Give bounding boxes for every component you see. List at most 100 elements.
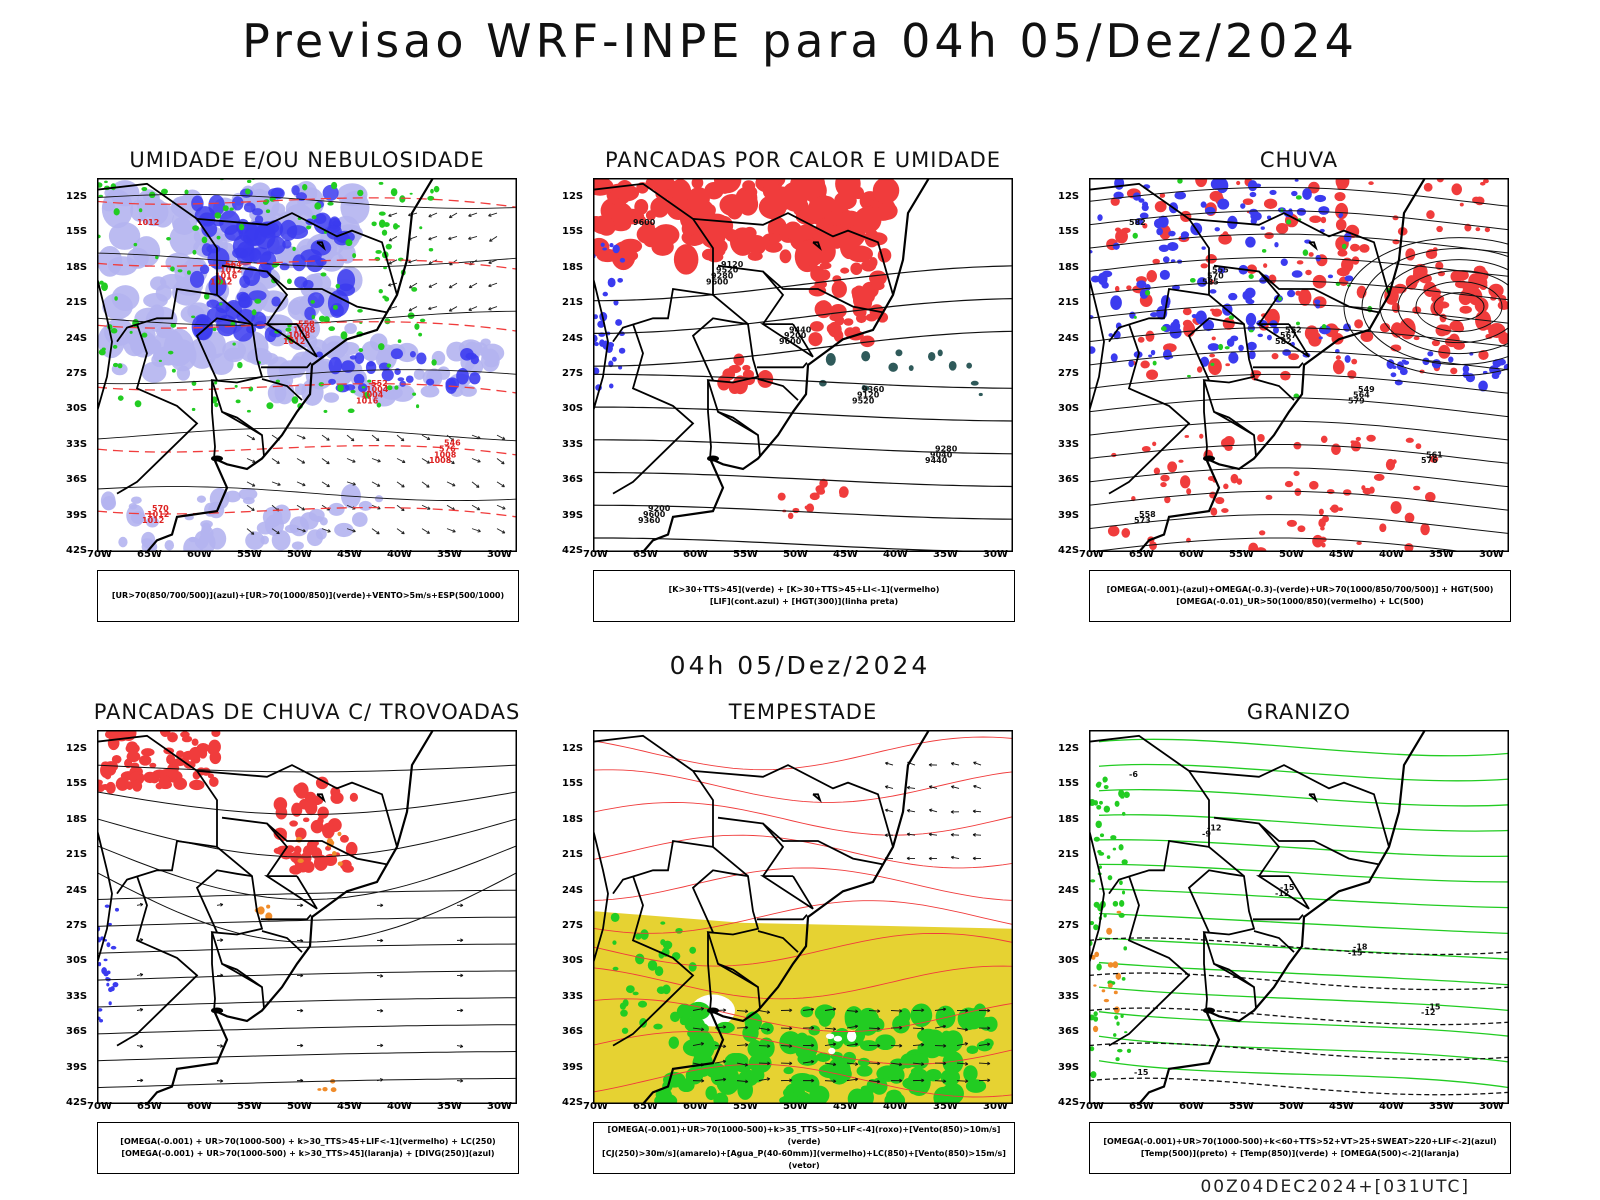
omega-area [1249, 191, 1257, 198]
humidity-upper-area [238, 292, 251, 309]
omega-area [1228, 292, 1238, 301]
political-border [762, 270, 884, 314]
lifted-index-contour [612, 244, 620, 254]
omega-rh-area [1182, 307, 1192, 316]
omega-rh-area [1334, 191, 1346, 202]
wind-850-area [654, 966, 664, 977]
thunderstorm-area [143, 771, 157, 784]
wind-vector [448, 282, 458, 289]
temperature-850-detail [1126, 1048, 1132, 1053]
omega-area [1144, 284, 1151, 291]
wind-850-area [670, 1011, 681, 1023]
omega-rh-area [1332, 359, 1345, 375]
humidity-upper-area [291, 185, 300, 196]
wind-850-vector [758, 1027, 771, 1032]
political-border [1253, 914, 1304, 921]
latitude-tick-label: 33S [562, 990, 584, 1002]
wind-vector [471, 481, 480, 488]
omega-rh-area [1424, 491, 1436, 503]
instability-area [808, 332, 823, 347]
omega-rh-area [1337, 249, 1348, 257]
latitude-tick-label: 30S [66, 403, 88, 415]
wind-850-vector [972, 856, 982, 861]
wind-850-vector [692, 1042, 705, 1047]
wind-vector [387, 282, 398, 287]
wind-850-vector [950, 833, 960, 837]
temperature-850-contour [1098, 839, 1509, 858]
political-border [196, 764, 398, 848]
political-border [1187, 869, 1245, 933]
wind-850-vector [912, 1078, 925, 1083]
instability-area [834, 315, 845, 326]
omega-area [1159, 269, 1170, 280]
latitude-tick-label: 24S [66, 884, 88, 896]
low-level-humidity [310, 299, 315, 304]
streamline-arrow [296, 938, 304, 943]
omega-rh-area [1335, 218, 1347, 231]
low-level-humidity [263, 199, 270, 204]
omega-strong-area [1286, 219, 1292, 225]
coastline [642, 178, 945, 552]
omega-area [1273, 326, 1279, 334]
wind-850-vector [934, 1079, 947, 1083]
thunderstorm-area [310, 840, 320, 846]
forecast-time-label: 04h 05/Dez/2024 [669, 651, 931, 680]
wind-850-area [689, 946, 697, 954]
streamline-850 [593, 1031, 1013, 1065]
humidity-band-core [409, 351, 416, 358]
wind-vector [488, 282, 498, 288]
omega-strong-area [1341, 243, 1347, 250]
omega-rh-area [1355, 245, 1361, 251]
streamline-250 [97, 970, 517, 981]
omega-500-area [1113, 990, 1118, 995]
instability-area [850, 262, 863, 276]
humidity-band-core [381, 368, 394, 382]
temperature-850-detail [1099, 833, 1105, 838]
low-level-humidity [378, 211, 386, 216]
longitude-tick-label: 35W [1429, 549, 1454, 560]
omega-area [1170, 321, 1181, 332]
omega-rh-area [1483, 178, 1489, 184]
temperature-850-detail [1098, 865, 1102, 869]
omega-area [1090, 275, 1101, 283]
omega-rh-area [1312, 534, 1324, 548]
thunderstorm-area [166, 754, 176, 765]
temperature-850-detail [1121, 811, 1126, 816]
omega-area [1195, 310, 1207, 325]
longitude-tick-label: 45W [1329, 549, 1354, 560]
latitude-tick-label: 33S [66, 438, 88, 450]
geopotential-height-300 [593, 471, 1013, 488]
wind-850-vector [973, 784, 982, 789]
longitude-tick-label: 30W [1479, 549, 1504, 560]
temperature-850-detail [1095, 782, 1102, 788]
political-border [1308, 241, 1318, 251]
contour-label: 576 [439, 444, 456, 453]
instability-area [742, 180, 756, 192]
humidity-south [200, 520, 213, 529]
instability-area [826, 323, 836, 334]
low-level-humidity [427, 195, 435, 201]
temperature-850-detail [1123, 946, 1128, 951]
low-level-humidity [285, 327, 292, 332]
omega-strong-area [1295, 321, 1301, 326]
low-level-humidity [265, 209, 271, 214]
instability-area [747, 251, 763, 261]
humidity-south [245, 531, 265, 550]
omega-rh-area [1222, 317, 1235, 330]
wind-850-vector [956, 1008, 969, 1013]
legend-line: [OMEGA(-0.001)+UR>70(1000-500)+k<60+TTS>… [1103, 1137, 1497, 1146]
streamline-arrow [216, 902, 224, 907]
humidity-band-core [354, 352, 365, 364]
omega-500-area [1103, 998, 1110, 1003]
streamline-arrow [216, 1079, 224, 1083]
low-level-humidity [345, 239, 353, 247]
omega-rh-area [1220, 437, 1232, 449]
longitude-tick-label: 45W [833, 1101, 858, 1112]
omega-area [1150, 349, 1156, 356]
wind-850-vector [692, 1007, 705, 1011]
longitude-tick-label: 35W [1429, 1101, 1454, 1112]
longitude-tick-label: 70W [1079, 549, 1104, 560]
wind-850-area [678, 1078, 695, 1093]
thunderstorm-area [105, 730, 119, 740]
temperature-850-contour [1098, 738, 1509, 757]
